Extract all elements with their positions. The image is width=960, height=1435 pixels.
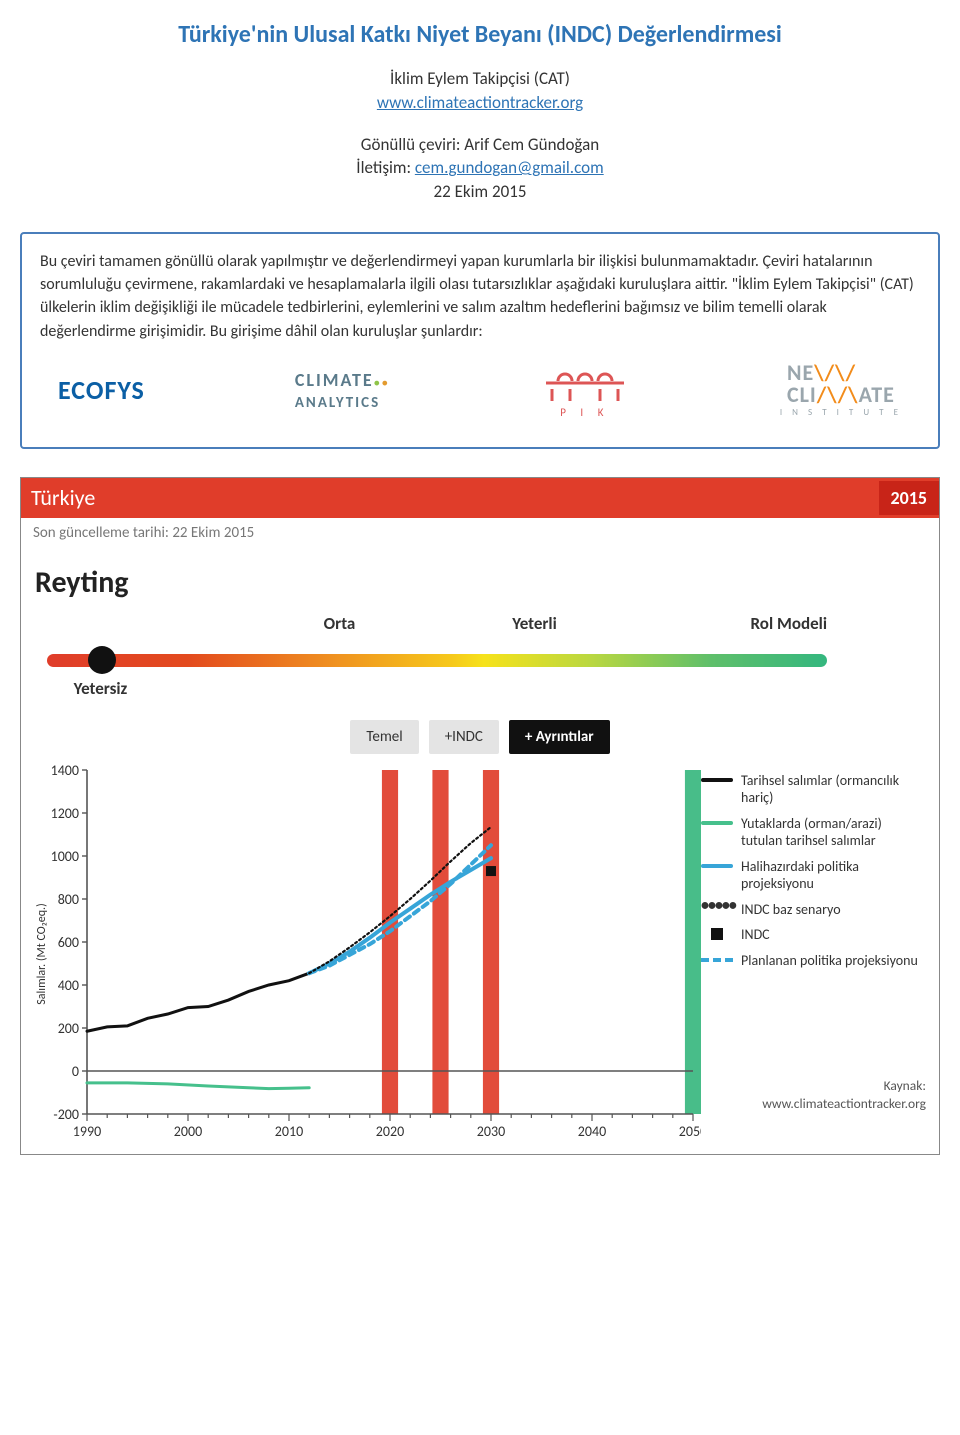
email-link[interactable]: cem.gundogan@gmail.com: [415, 157, 604, 178]
svg-text:400: 400: [58, 977, 79, 994]
tab-temel[interactable]: Temel: [350, 720, 418, 754]
emissions-chart: -200 0 200 400 600 800 1000 1200 1400 1990 2000 201…: [31, 764, 701, 1144]
svg-text:2030: 2030: [477, 1123, 505, 1140]
rating-title: Reyting: [21, 542, 939, 613]
info-box: Bu çeviri tamamen gönüllü olarak yapılmı…: [20, 232, 940, 449]
page-title: Türkiye'nin Ulusal Katkı Niyet Beyanı (I…: [20, 20, 940, 49]
year-badge: 2015: [879, 481, 940, 515]
contact-line: İletişim: cem.gundogan@gmail.com: [20, 156, 940, 180]
rating-scale: Orta Yeterli Rol Modeli Yetersiz: [21, 613, 939, 720]
pik-logo: P I K: [540, 361, 630, 421]
svg-text:600: 600: [58, 934, 79, 951]
climate-analytics-logo: CLIMATE●● ANALYTICS: [295, 367, 390, 415]
legend-hist: Tarihsel salımlar (ormancılık hariç): [701, 772, 926, 807]
logos-row: ECOFYS CLIMATE●● ANALYTICS P: [40, 343, 920, 431]
svg-text:2050: 2050: [679, 1123, 701, 1140]
tracker-name: İklim Eylem Takipçisi (CAT): [20, 67, 940, 91]
legend-indc: INDC: [701, 926, 926, 944]
svg-text:0: 0: [72, 1063, 79, 1080]
header-date: 22 Ekim 2015: [20, 180, 940, 204]
chart-legend: Tarihsel salımlar (ormancılık hariç) Yut…: [701, 764, 926, 1144]
svg-text:2020: 2020: [376, 1123, 404, 1140]
newclimate-logo: NE\/\/ CLI/\/\ATE I N S T I T U T E: [780, 362, 902, 419]
tab-indc[interactable]: +INDC: [429, 720, 499, 754]
rating-gradient-bar: [47, 654, 827, 667]
legend-indc-base: ••••• INDC baz senaryo: [701, 901, 926, 919]
svg-text:-200: -200: [53, 1106, 79, 1123]
card-header: Türkiye 2015: [21, 478, 939, 518]
tab-ayrintilar[interactable]: + Ayrıntılar: [509, 720, 610, 754]
svg-text:2000: 2000: [174, 1123, 202, 1140]
svg-text:200: 200: [58, 1020, 79, 1037]
legend-current: Halihazırdaki politika projeksiyonu: [701, 858, 926, 893]
tracker-url-link[interactable]: www.climateactiontracker.org: [377, 92, 583, 113]
scale-label-yeterli: Yeterli: [437, 613, 632, 634]
svg-text:2010: 2010: [275, 1123, 303, 1140]
legend-planned: Planlanan politika projeksiyonu: [701, 952, 926, 970]
country-card: Türkiye 2015 Son güncelleme tarihi: 22 E…: [20, 477, 940, 1155]
svg-text:800: 800: [58, 891, 79, 908]
svg-text:1200: 1200: [51, 805, 79, 822]
translator-line: Gönüllü çeviri: Arif Cem Gündoğan: [20, 133, 940, 157]
svg-text:Salımlar. (Mt CO₂eq.): Salımlar. (Mt CO₂eq.): [35, 903, 49, 1004]
chart-source: Kaynak: www.climateactiontracker.org: [701, 977, 926, 1112]
tabs-row: Temel +INDC + Ayrıntılar: [21, 720, 939, 760]
scale-label-rolmodeli: Rol Modeli: [632, 613, 827, 634]
ecofys-logo: ECOFYS: [58, 372, 145, 410]
svg-text:1990: 1990: [73, 1123, 101, 1140]
header-block: İklim Eylem Takipçisi (CAT) www.climatea…: [20, 67, 940, 204]
last-updated: Son güncelleme tarihi: 22 Ekim 2015: [21, 518, 939, 542]
svg-text:1000: 1000: [51, 848, 79, 865]
scale-label-orta: Orta: [242, 613, 437, 634]
country-name: Türkiye: [31, 484, 95, 511]
legend-sinks: Yutaklarda (orman/arazi) tutulan tarihse…: [701, 815, 926, 850]
svg-text:1400: 1400: [51, 764, 79, 779]
rating-marker: [88, 646, 116, 674]
svg-text:2040: 2040: [578, 1123, 606, 1140]
scale-label-yetersiz: Yetersiz: [74, 678, 128, 699]
